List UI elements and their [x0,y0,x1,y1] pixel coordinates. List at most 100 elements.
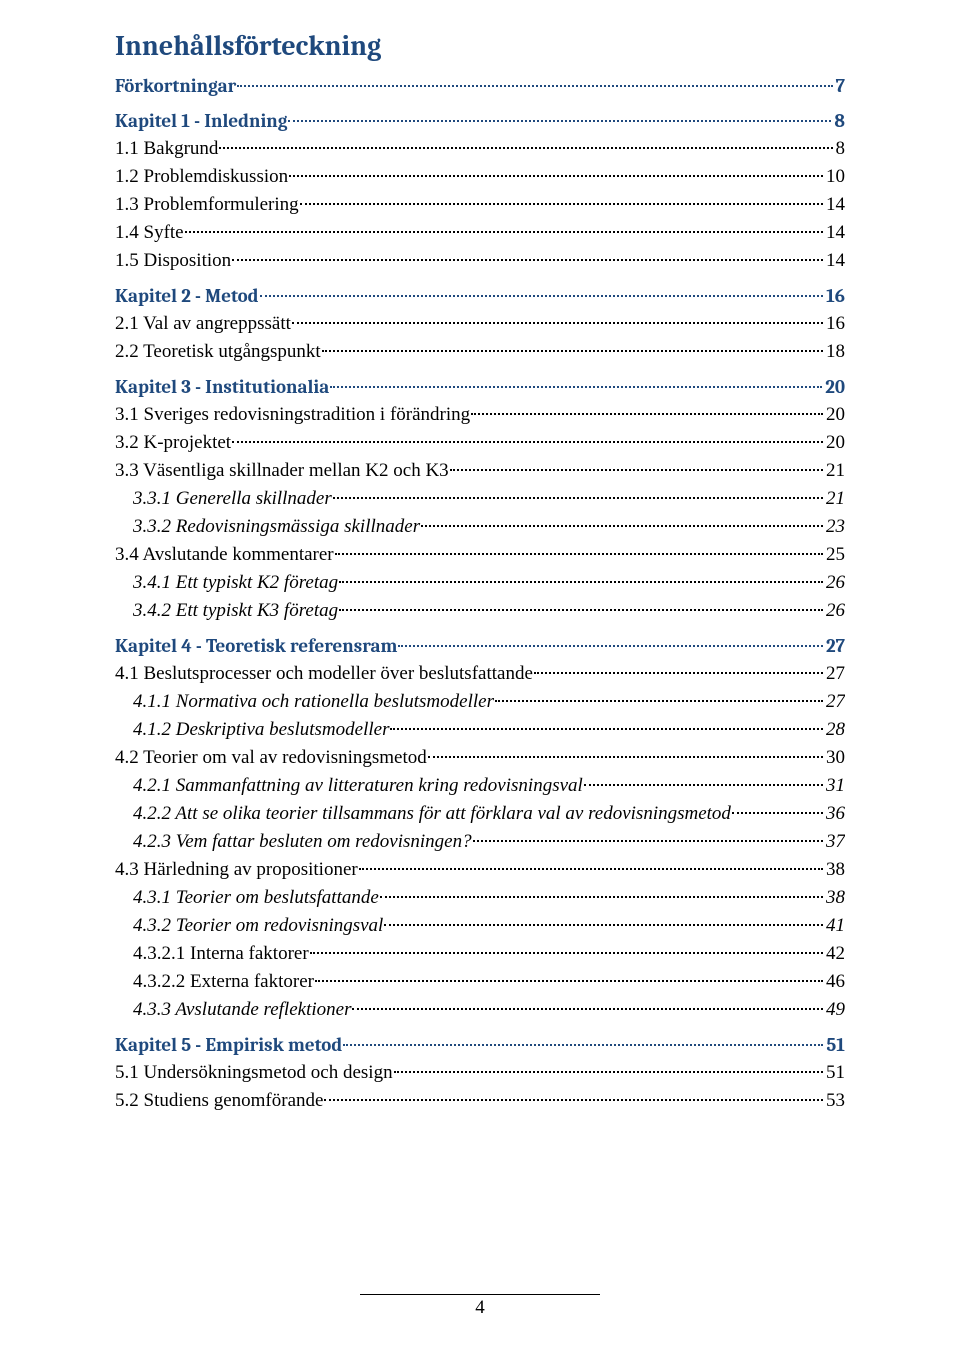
toc-entry-page: 51 [826,1062,845,1084]
toc-entry-text: 2.2 Teoretisk utgångspunkt [115,341,321,363]
toc-leader-dots [428,756,823,758]
toc-leader-dots [450,469,823,471]
toc-body: Förkortningar 7Kapitel 1 - Inledning 81.… [115,75,845,1112]
toc-leader-dots [310,952,823,954]
toc-entry: 3.4.2 Ett typiskt K3 företag 26 [133,600,845,622]
toc-leader-dots [384,924,823,926]
toc-entry-page: 21 [826,488,845,510]
toc-leader-dots [322,350,823,352]
toc-entry-text: 3.4.2 Ett typiskt K3 företag [133,600,338,622]
toc-entry: 3.1 Sveriges redovisningstradition i för… [115,404,845,426]
toc-leader-dots [421,525,823,527]
toc-leader-dots [390,728,823,730]
toc-entry-page: 23 [826,516,845,538]
toc-entry-page: 7 [836,75,845,97]
toc-entry-text: Kapitel 2 - Metod [115,285,259,307]
toc-entry-text: 4.3.2.1 Interna faktorer [133,943,309,965]
toc-entry: 3.4 Avslutande kommentarer 25 [115,544,845,566]
toc-entry-page: 14 [826,194,845,216]
toc-entry-text: 4.3.2.2 Externa faktorer [133,971,314,993]
toc-entry-page: 49 [826,999,845,1021]
toc-entry: 3.2 K-projektet 20 [115,432,845,454]
toc-leader-dots [232,259,823,261]
toc-entry: 4.1.1 Normativa och rationella beslutsmo… [133,691,845,713]
toc-entry-text: 4.1 Beslutsprocesser och modeller över b… [115,663,533,685]
toc-entry-text: 3.4 Avslutande kommentarer [115,544,334,566]
toc-entry-page: 26 [826,600,845,622]
toc-leader-dots [300,203,823,205]
toc-entry-page: 30 [826,747,845,769]
toc-entry-text: 4.3.3 Avslutande reflektioner [133,999,351,1021]
footer-rule [360,1294,600,1295]
document-page: Innehållsförteckning Förkortningar 7Kapi… [0,0,960,1357]
toc-entry-page: 20 [826,404,845,426]
toc-entry-text: 4.3.2 Teorier om redovisningsval [133,915,383,937]
toc-entry-text: Kapitel 1 - Inledning [115,110,287,132]
toc-leader-dots [398,645,823,647]
toc-leader-dots [471,413,823,415]
toc-entry-page: 42 [826,943,845,965]
toc-entry-page: 20 [825,376,845,398]
toc-leader-dots [219,147,832,149]
toc-entry-page: 16 [826,313,845,335]
toc-leader-dots [584,784,823,786]
toc-leader-dots [330,386,822,388]
toc-entry-text: 4.2 Teorier om val av redovisningsmetod [115,747,427,769]
toc-leader-dots [260,295,824,297]
toc-entry-text: 1.4 Syfte [115,222,184,244]
toc-entry: 1.4 Syfte 14 [115,222,845,244]
toc-leader-dots [359,868,823,870]
toc-entry-page: 41 [826,915,845,937]
toc-entry-page: 18 [826,341,845,363]
toc-entry: 3.3.1 Generella skillnader 21 [133,488,845,510]
toc-entry: Kapitel 3 - Institutionalia 20 [115,376,845,398]
toc-entry-page: 38 [826,859,845,881]
toc-entry-text: 4.2.1 Sammanfattning av litteraturen kri… [133,775,583,797]
toc-leader-dots [534,672,823,674]
toc-entry-page: 36 [826,803,845,825]
toc-leader-dots [232,441,823,443]
toc-entry-page: 14 [826,222,845,244]
toc-entry: 3.3 Väsentliga skillnader mellan K2 och … [115,460,845,482]
toc-entry-page: 16 [826,285,845,307]
toc-entry-page: 8 [834,110,845,132]
toc-leader-dots [394,1071,823,1073]
toc-entry-text: 1.3 Problemformulering [115,194,299,216]
toc-entry-page: 46 [826,971,845,993]
toc-entry: Kapitel 5 - Empirisk metod 51 [115,1034,845,1056]
toc-entry-page: 27 [826,635,845,657]
toc-entry: 3.4.1 Ett typiskt K2 företag 26 [133,572,845,594]
toc-leader-dots [292,322,823,324]
toc-entry-text: 3.3.1 Generella skillnader [133,488,332,510]
toc-entry-page: 20 [826,432,845,454]
toc-entry: 4.3.3 Avslutande reflektioner 49 [133,999,845,1021]
toc-entry-page: 10 [826,166,845,188]
toc-entry: 4.2.1 Sammanfattning av litteraturen kri… [133,775,845,797]
toc-entry: 2.1 Val av angreppssätt 16 [115,313,845,335]
toc-entry: 1.1 Bakgrund 8 [115,138,845,160]
toc-entry: 1.5 Disposition 14 [115,250,845,272]
toc-entry-text: 4.3.1 Teorier om beslutsfattande [133,887,379,909]
toc-title: Innehållsförteckning [115,30,845,62]
toc-entry: 5.1 Undersökningsmetod och design 51 [115,1062,845,1084]
toc-leader-dots [335,553,823,555]
toc-entry-text: Kapitel 3 - Institutionalia [115,376,329,398]
toc-entry-page: 14 [826,250,845,272]
toc-entry-page: 27 [826,691,845,713]
toc-leader-dots [343,1044,823,1046]
toc-leader-dots [185,231,823,233]
toc-entry: 1.2 Problemdiskussion 10 [115,166,845,188]
toc-entry-page: 38 [826,887,845,909]
toc-entry-page: 53 [826,1090,845,1112]
page-number: 4 [0,1297,960,1319]
toc-leader-dots [289,175,823,177]
toc-leader-dots [339,609,823,611]
toc-entry-page: 8 [836,138,846,160]
toc-entry-text: 3.1 Sveriges redovisningstradition i för… [115,404,470,426]
toc-entry-text: 4.3 Härledning av propositioner [115,859,358,881]
toc-leader-dots [380,896,823,898]
toc-entry-page: 27 [826,663,845,685]
toc-entry-page: 26 [826,572,845,594]
toc-entry-text: Kapitel 5 - Empirisk metod [115,1034,342,1056]
toc-entry: 4.1.2 Deskriptiva beslutsmodeller 28 [133,719,845,741]
